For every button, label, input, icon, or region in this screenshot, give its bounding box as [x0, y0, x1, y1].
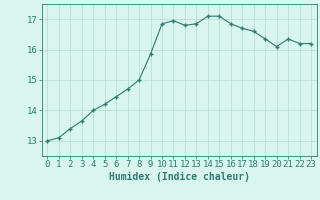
X-axis label: Humidex (Indice chaleur): Humidex (Indice chaleur) — [109, 172, 250, 182]
